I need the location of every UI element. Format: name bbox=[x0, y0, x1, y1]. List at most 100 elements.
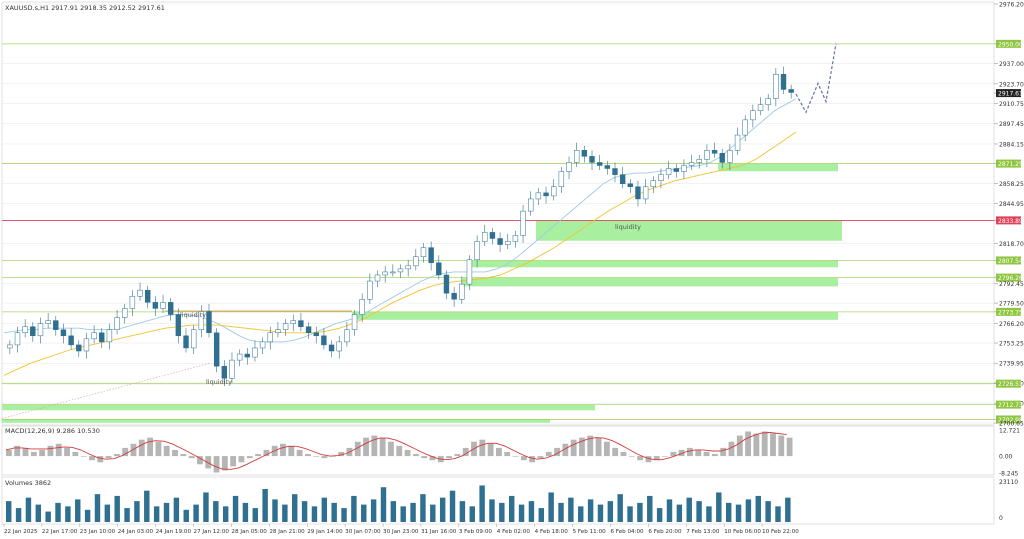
macd-bar bbox=[554, 447, 560, 457]
volume-bar bbox=[153, 506, 160, 522]
x-tick-label: 5 Feb 11:00 bbox=[573, 529, 607, 535]
macd-bar bbox=[703, 451, 710, 457]
macd-bar bbox=[446, 456, 452, 459]
price-tag-box bbox=[996, 216, 1021, 225]
x-tick-label: 22 Jan 2025 bbox=[4, 529, 38, 535]
candle-body bbox=[244, 353, 250, 358]
price-axis: 2976.20 2950.00 2937.00 2923.70 2917.61 2910.… bbox=[994, 2, 1024, 522]
macd-bar bbox=[670, 451, 677, 457]
volume-bar bbox=[262, 488, 268, 522]
ma-fast-line bbox=[3, 98, 797, 343]
candle-body bbox=[665, 168, 672, 175]
macd-bar bbox=[786, 437, 793, 457]
volume-bar bbox=[400, 506, 406, 522]
candle-body bbox=[145, 289, 151, 303]
x-tick-label: 6 Feb 20:00 bbox=[648, 529, 682, 535]
volume-bar bbox=[124, 508, 130, 522]
macd-bar bbox=[645, 456, 652, 463]
macd-bar bbox=[421, 456, 428, 459]
macd-bar bbox=[172, 449, 178, 457]
macd-bar bbox=[695, 449, 702, 457]
macd-bar bbox=[612, 447, 619, 457]
macd-bar bbox=[205, 456, 212, 469]
volume-panel[interactable] bbox=[1, 476, 995, 525]
macd-bar bbox=[454, 454, 461, 457]
macd-bar bbox=[363, 437, 369, 457]
volume-bar bbox=[193, 504, 199, 522]
volume-bar bbox=[508, 495, 515, 522]
candle-body bbox=[612, 168, 618, 175]
candle-body bbox=[76, 344, 82, 352]
volume-bar bbox=[222, 506, 229, 522]
candle-body bbox=[673, 168, 679, 172]
macd-bar bbox=[728, 441, 735, 457]
x-tick-label: 31 Jan 16:00 bbox=[421, 529, 457, 535]
candle-body bbox=[259, 341, 266, 349]
candle-body bbox=[535, 192, 542, 200]
y-tick-label: 2844.95 bbox=[999, 201, 1024, 208]
macd-bar bbox=[562, 443, 569, 457]
macd-bar bbox=[313, 456, 320, 457]
volume-bar bbox=[361, 504, 367, 522]
candle-body bbox=[298, 320, 304, 327]
price-tag-text: 2796.26 bbox=[998, 275, 1023, 282]
x-tick-label: 10 Feb 06:00 bbox=[724, 529, 761, 535]
price-panel[interactable] bbox=[1, 1, 995, 426]
candle-body bbox=[443, 274, 450, 294]
volume-bar bbox=[430, 504, 436, 522]
volume-bar bbox=[528, 501, 535, 522]
candle-body bbox=[650, 180, 656, 188]
volume-bar bbox=[351, 495, 357, 522]
volume-bar bbox=[292, 494, 298, 522]
candle-body bbox=[543, 192, 549, 197]
candle-body bbox=[160, 302, 166, 309]
candle-body bbox=[359, 299, 365, 315]
macd-bar bbox=[678, 449, 685, 457]
macd-bar bbox=[197, 456, 203, 465]
price-tag-box bbox=[996, 256, 1021, 265]
volume-bar bbox=[134, 501, 140, 522]
candle-body bbox=[122, 308, 128, 318]
candle-body bbox=[167, 302, 174, 315]
price-tag-box bbox=[996, 307, 1021, 316]
liquidity-zones bbox=[2, 163, 842, 423]
volume-bar bbox=[390, 501, 397, 522]
x-tick-label: 7 Feb 13:00 bbox=[686, 529, 720, 535]
volume-bars bbox=[6, 485, 791, 522]
macd-bar bbox=[429, 456, 436, 461]
candle-body bbox=[206, 311, 212, 334]
volume-bar bbox=[647, 495, 653, 522]
candle-body bbox=[566, 162, 572, 172]
candle-body bbox=[780, 74, 787, 90]
price-tag-text: 2871.25 bbox=[998, 161, 1023, 168]
candle-body bbox=[252, 347, 258, 358]
price-tag-text: 2712.73 bbox=[998, 402, 1023, 409]
candle-body bbox=[229, 359, 235, 379]
candle-body bbox=[635, 186, 641, 200]
y-tick-label: 2858.25 bbox=[999, 181, 1024, 188]
candle-body bbox=[773, 74, 779, 99]
moving-averages bbox=[3, 98, 797, 376]
macd-bar bbox=[147, 437, 154, 457]
price-tag-box bbox=[996, 415, 1021, 424]
volume-bar bbox=[341, 508, 347, 522]
volume-bar bbox=[232, 495, 239, 522]
candle-body bbox=[734, 134, 741, 151]
volume-bar bbox=[45, 511, 51, 522]
candle-body bbox=[106, 329, 113, 343]
x-tick-label: 30 Jan 07:00 bbox=[345, 529, 381, 535]
candle-body bbox=[137, 289, 143, 297]
macd-bar bbox=[745, 431, 751, 457]
macd-bar bbox=[529, 456, 536, 463]
macd-bar bbox=[246, 456, 253, 459]
x-tick-label: 24 Jan 03:00 bbox=[118, 529, 154, 535]
candle-body bbox=[213, 332, 220, 367]
y-tick-label: 2700.65 bbox=[999, 421, 1024, 428]
candle-body bbox=[520, 210, 526, 236]
macd-bar bbox=[329, 456, 336, 457]
time-axis: 22 Jan 2025 22 Jan 17:00 23 Jan 10:00 24 Ja… bbox=[3, 524, 799, 535]
candle-body bbox=[129, 296, 136, 309]
candle-body bbox=[290, 320, 296, 324]
